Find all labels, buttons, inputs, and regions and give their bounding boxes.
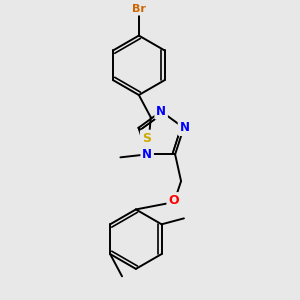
Text: N: N	[156, 105, 166, 118]
Text: N: N	[179, 121, 190, 134]
Text: Br: Br	[132, 4, 146, 14]
Text: O: O	[168, 194, 179, 207]
Text: N: N	[142, 148, 152, 161]
Text: S: S	[142, 132, 151, 145]
